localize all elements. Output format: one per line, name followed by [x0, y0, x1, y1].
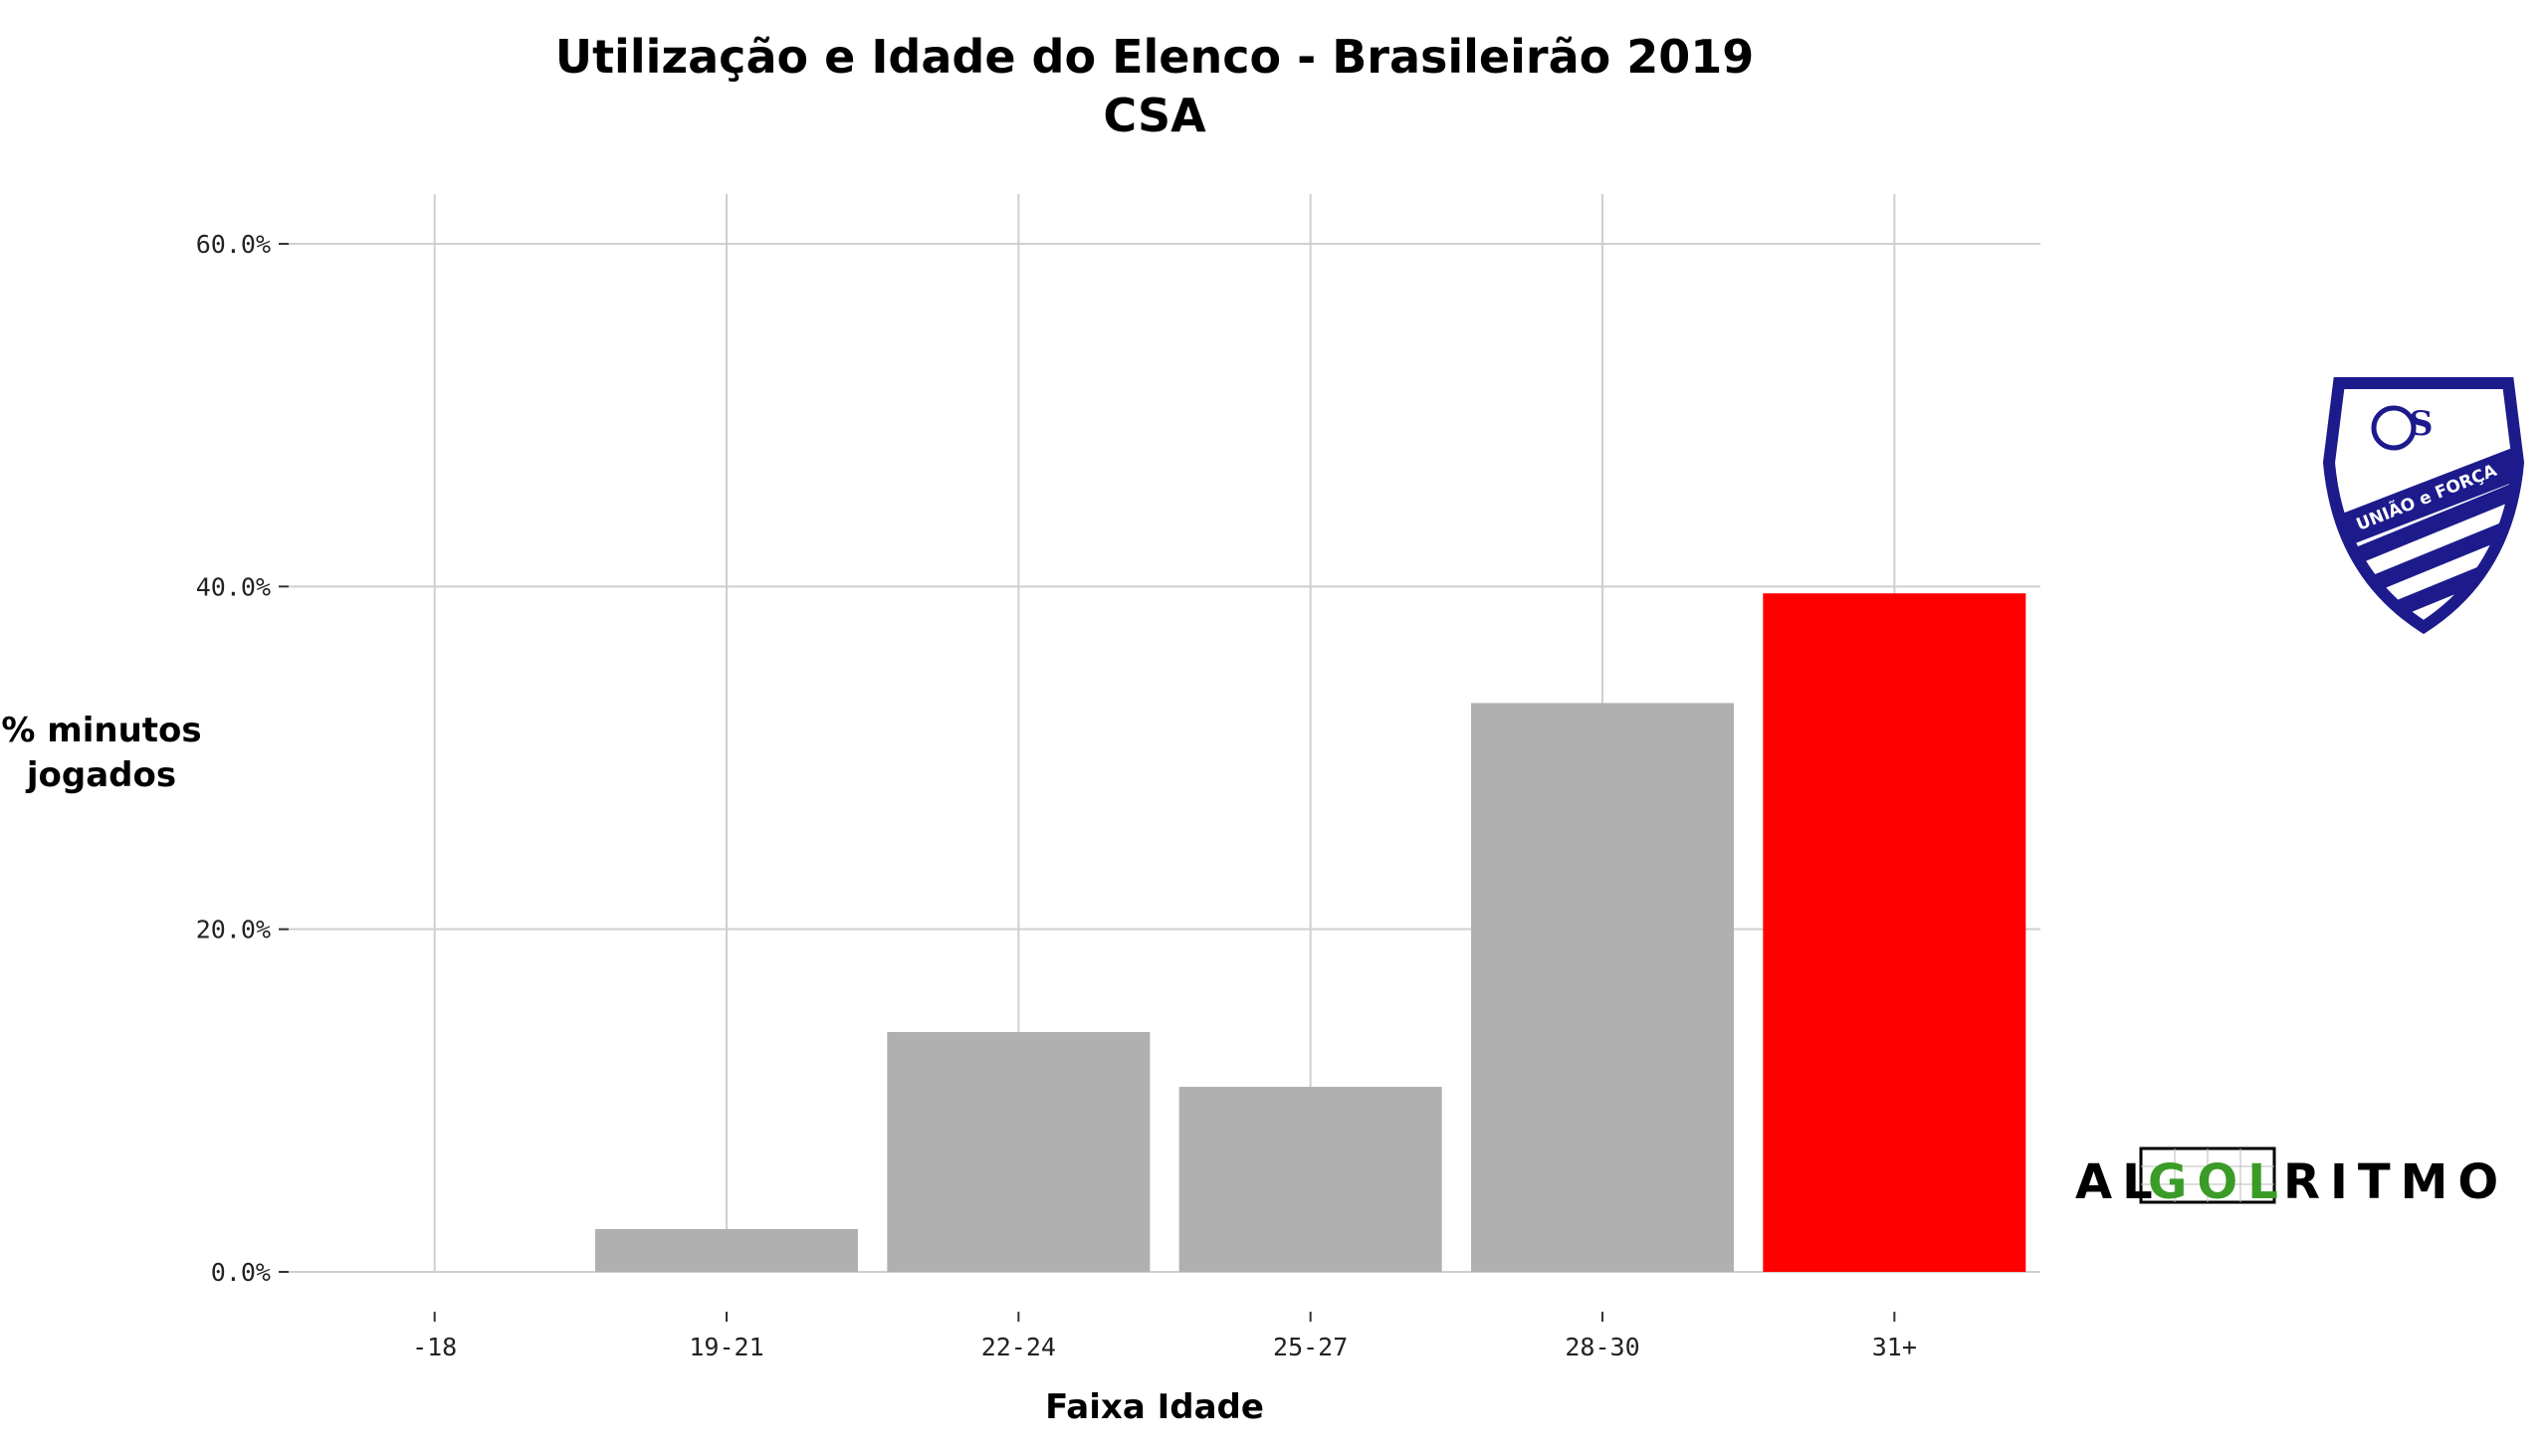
- svg-text:GOL: GOL: [2148, 1154, 2288, 1210]
- x-tick-label: -18: [412, 1333, 457, 1361]
- x-tick-label: 22-24: [981, 1333, 1056, 1361]
- chart-title: Utilização e Idade do Elenco - Brasileir…: [555, 30, 1755, 84]
- algolritmo-logo: AL GOL RITMO: [2075, 1148, 2508, 1210]
- y-tick-label: 40.0%: [196, 572, 271, 601]
- chart-subtitle: CSA: [1103, 89, 1206, 142]
- y-axis-title-line-1: % minutos: [1, 711, 201, 750]
- y-tick-label: 0.0%: [211, 1258, 271, 1287]
- y-axis-title-line-2: jogados: [25, 755, 176, 795]
- bar-19-21: [595, 1229, 858, 1272]
- x-tick-label: 25-27: [1273, 1333, 1348, 1361]
- svg-text:RITMO: RITMO: [2283, 1154, 2508, 1210]
- x-tick-label: 19-21: [689, 1333, 763, 1361]
- y-axis-ticks: 0.0% 20.0% 40.0% 60.0%: [196, 230, 289, 1287]
- csa-badge-logo: S UNIÃO e FORÇA: [2319, 383, 2538, 650]
- bar-28-30: [1471, 703, 1734, 1272]
- x-tick-label: 31+: [1872, 1333, 1917, 1361]
- y-tick-label: 20.0%: [196, 916, 271, 944]
- bar-22-24: [887, 1032, 1150, 1272]
- bar-31+: [1763, 593, 2025, 1272]
- x-tick-label: 28-30: [1565, 1333, 1639, 1361]
- x-axis-title: Faixa Idade: [1045, 1387, 1264, 1427]
- bar-25-27: [1179, 1087, 1442, 1272]
- x-axis-ticks: -18 19-21 22-24 25-27 28-30 31+: [412, 1312, 1917, 1361]
- y-tick-label: 60.0%: [196, 230, 271, 259]
